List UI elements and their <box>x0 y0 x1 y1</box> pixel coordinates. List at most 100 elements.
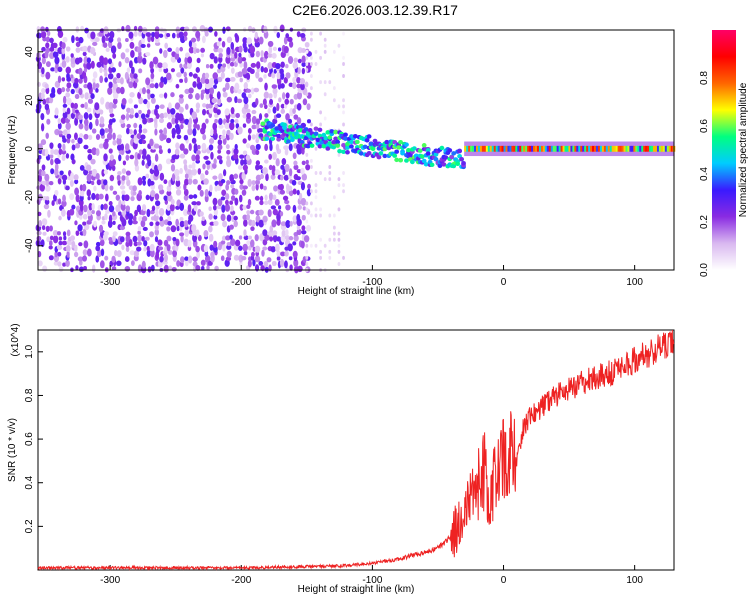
spectrogram-noise-cell <box>128 60 133 69</box>
spectrogram-noise-cell <box>191 137 197 144</box>
spectrogram-noise-cell <box>146 208 151 218</box>
spectrogram-noise-cell <box>183 163 188 171</box>
spectrogram-noise-cell <box>310 86 313 91</box>
spectrogram-noise-cell <box>251 251 255 258</box>
spectrogram-signal-cell <box>461 161 466 166</box>
spectrogram-signal-cell <box>307 127 313 133</box>
spectrogram-noise-cell <box>295 143 302 150</box>
spectrogram-noise-cell <box>205 92 210 101</box>
spectrogram-noise-cell <box>287 36 293 42</box>
spectrogram-noise-cell <box>267 209 272 218</box>
spectrogram-carrier-cell <box>503 145 507 152</box>
spectrogram-noise-cell <box>305 49 309 54</box>
spectrogram-carrier-cell <box>489 145 493 152</box>
spectrogram-noise-cell <box>166 33 171 38</box>
spectrogram-noise-cell <box>112 231 118 237</box>
spectrogram-noise-cell <box>128 81 134 89</box>
spectrogram-noise-cell <box>254 234 259 242</box>
spectrogram-noise-cell <box>235 122 240 129</box>
spectrogram-signal-cell <box>404 158 409 163</box>
spectrogram-noise-cell <box>310 37 313 42</box>
spectrogram-carrier-cell <box>574 145 577 152</box>
spectrogram-noise-cell <box>296 103 302 111</box>
spectrogram-noise-cell <box>41 180 47 186</box>
spectrogram-signal-cell <box>258 133 264 138</box>
spectrogram-noise-cell <box>288 256 293 261</box>
spectrogram-noise-cell <box>138 109 142 115</box>
spectrogram-noise-cell <box>150 35 155 43</box>
spectrogram-noise-cell <box>176 72 182 78</box>
spectrogram-signal-cell <box>286 128 291 133</box>
spectrogram-noise-cell <box>284 148 289 156</box>
spectrogram-noise-cell <box>287 243 293 252</box>
spectrogram-noise-cell <box>119 225 126 231</box>
spectrogram-noise-cell <box>328 249 332 254</box>
spectrogram-noise-cell <box>192 178 198 185</box>
spectrogram-noise-cell <box>238 194 243 203</box>
spectrogram-noise-cell <box>108 201 113 206</box>
spectrogram-noise-cell <box>176 134 182 140</box>
spectrogram-noise-cell <box>165 158 172 165</box>
spectrogram-noise-cell <box>289 98 294 105</box>
spectrogram-noise-cell <box>247 134 252 141</box>
spectrogram-noise-cell <box>195 108 200 113</box>
spectrogram-noise-cell <box>103 203 108 210</box>
spectrogram-noise-cell <box>226 36 233 44</box>
spectrogram-noise-cell <box>88 121 93 130</box>
spectrogram-noise-cell <box>86 189 91 197</box>
spectrogram-noise-cell <box>41 224 46 231</box>
spectrogram-noise-cell <box>141 215 148 222</box>
spectrogram-noise-cell <box>212 122 218 131</box>
spectrogram-noise-cell <box>83 168 89 176</box>
spectrogram-noise-cell <box>79 194 84 202</box>
spectrogram-noise-cell <box>132 185 137 192</box>
spectrogram-noise-cell <box>314 171 318 176</box>
spectrogram-noise-cell <box>78 242 83 247</box>
spectrogram-noise-cell <box>179 153 186 159</box>
spectrogram-noise-cell <box>226 250 232 258</box>
x-tick-label: 0 <box>501 277 507 288</box>
spectrogram-noise-cell <box>157 246 164 251</box>
spectrogram-noise-cell <box>289 168 293 177</box>
colorbar-ticks: 0.00.20.40.60.8 <box>699 71 710 277</box>
spectrogram-noise-cell <box>212 204 217 211</box>
spectrogram-noise-cell <box>234 197 239 206</box>
spectrogram-noise-cell <box>271 219 277 228</box>
spectrogram-noise-cell <box>43 203 50 210</box>
spectrogram-noise-cell <box>268 164 273 171</box>
spectrogram-carrier-cell <box>660 145 664 152</box>
spectrogram-noise-cell <box>193 143 198 152</box>
spectrogram-noise-cell <box>45 71 51 80</box>
spectrogram-signal-cell <box>447 148 453 153</box>
spectrogram-noise-cell <box>255 97 259 106</box>
spectrogram-noise-cell <box>226 46 231 55</box>
spectrogram-noise-cell <box>45 47 50 53</box>
spectrogram-noise-cell <box>305 92 309 97</box>
spectrogram-noise-cell <box>119 77 124 85</box>
spectrogram-noise-cell <box>187 255 193 264</box>
spectrogram-noise-cell <box>205 160 211 165</box>
spectrogram-noise-cell <box>48 245 53 250</box>
spectrogram-carrier-cell <box>538 145 542 152</box>
spectrogram-noise-cell <box>229 132 234 141</box>
spectrogram-noise-cell <box>264 194 268 201</box>
spectrogram-noise-cell <box>310 189 313 194</box>
spectrogram-noise-cell <box>88 134 93 141</box>
spectrogram-noise-cell <box>171 113 175 119</box>
colorbar-gradient <box>712 30 736 270</box>
spectrogram-noise-cell <box>195 48 200 53</box>
spectrogram-noise-cell <box>167 148 172 154</box>
spectrogram-noise-cell <box>153 143 160 149</box>
spectrogram-carrier-cell <box>588 145 591 152</box>
spectrogram-noise-cell <box>118 61 122 68</box>
spectrogram-carrier-cell <box>525 145 528 152</box>
spectrogram-noise-cell <box>292 215 298 223</box>
spectrogram-noise-cell <box>280 108 286 114</box>
spectrogram-noise-cell <box>332 225 336 230</box>
spectrogram-noise-cell <box>141 159 145 166</box>
spectrogram-noise-cell <box>193 122 198 129</box>
spectrogram-noise-cell <box>243 229 247 237</box>
spectrogram-noise-cell <box>93 185 97 192</box>
spectrogram-noise-cell <box>243 82 248 90</box>
spectrogram-noise-cell <box>184 103 189 110</box>
